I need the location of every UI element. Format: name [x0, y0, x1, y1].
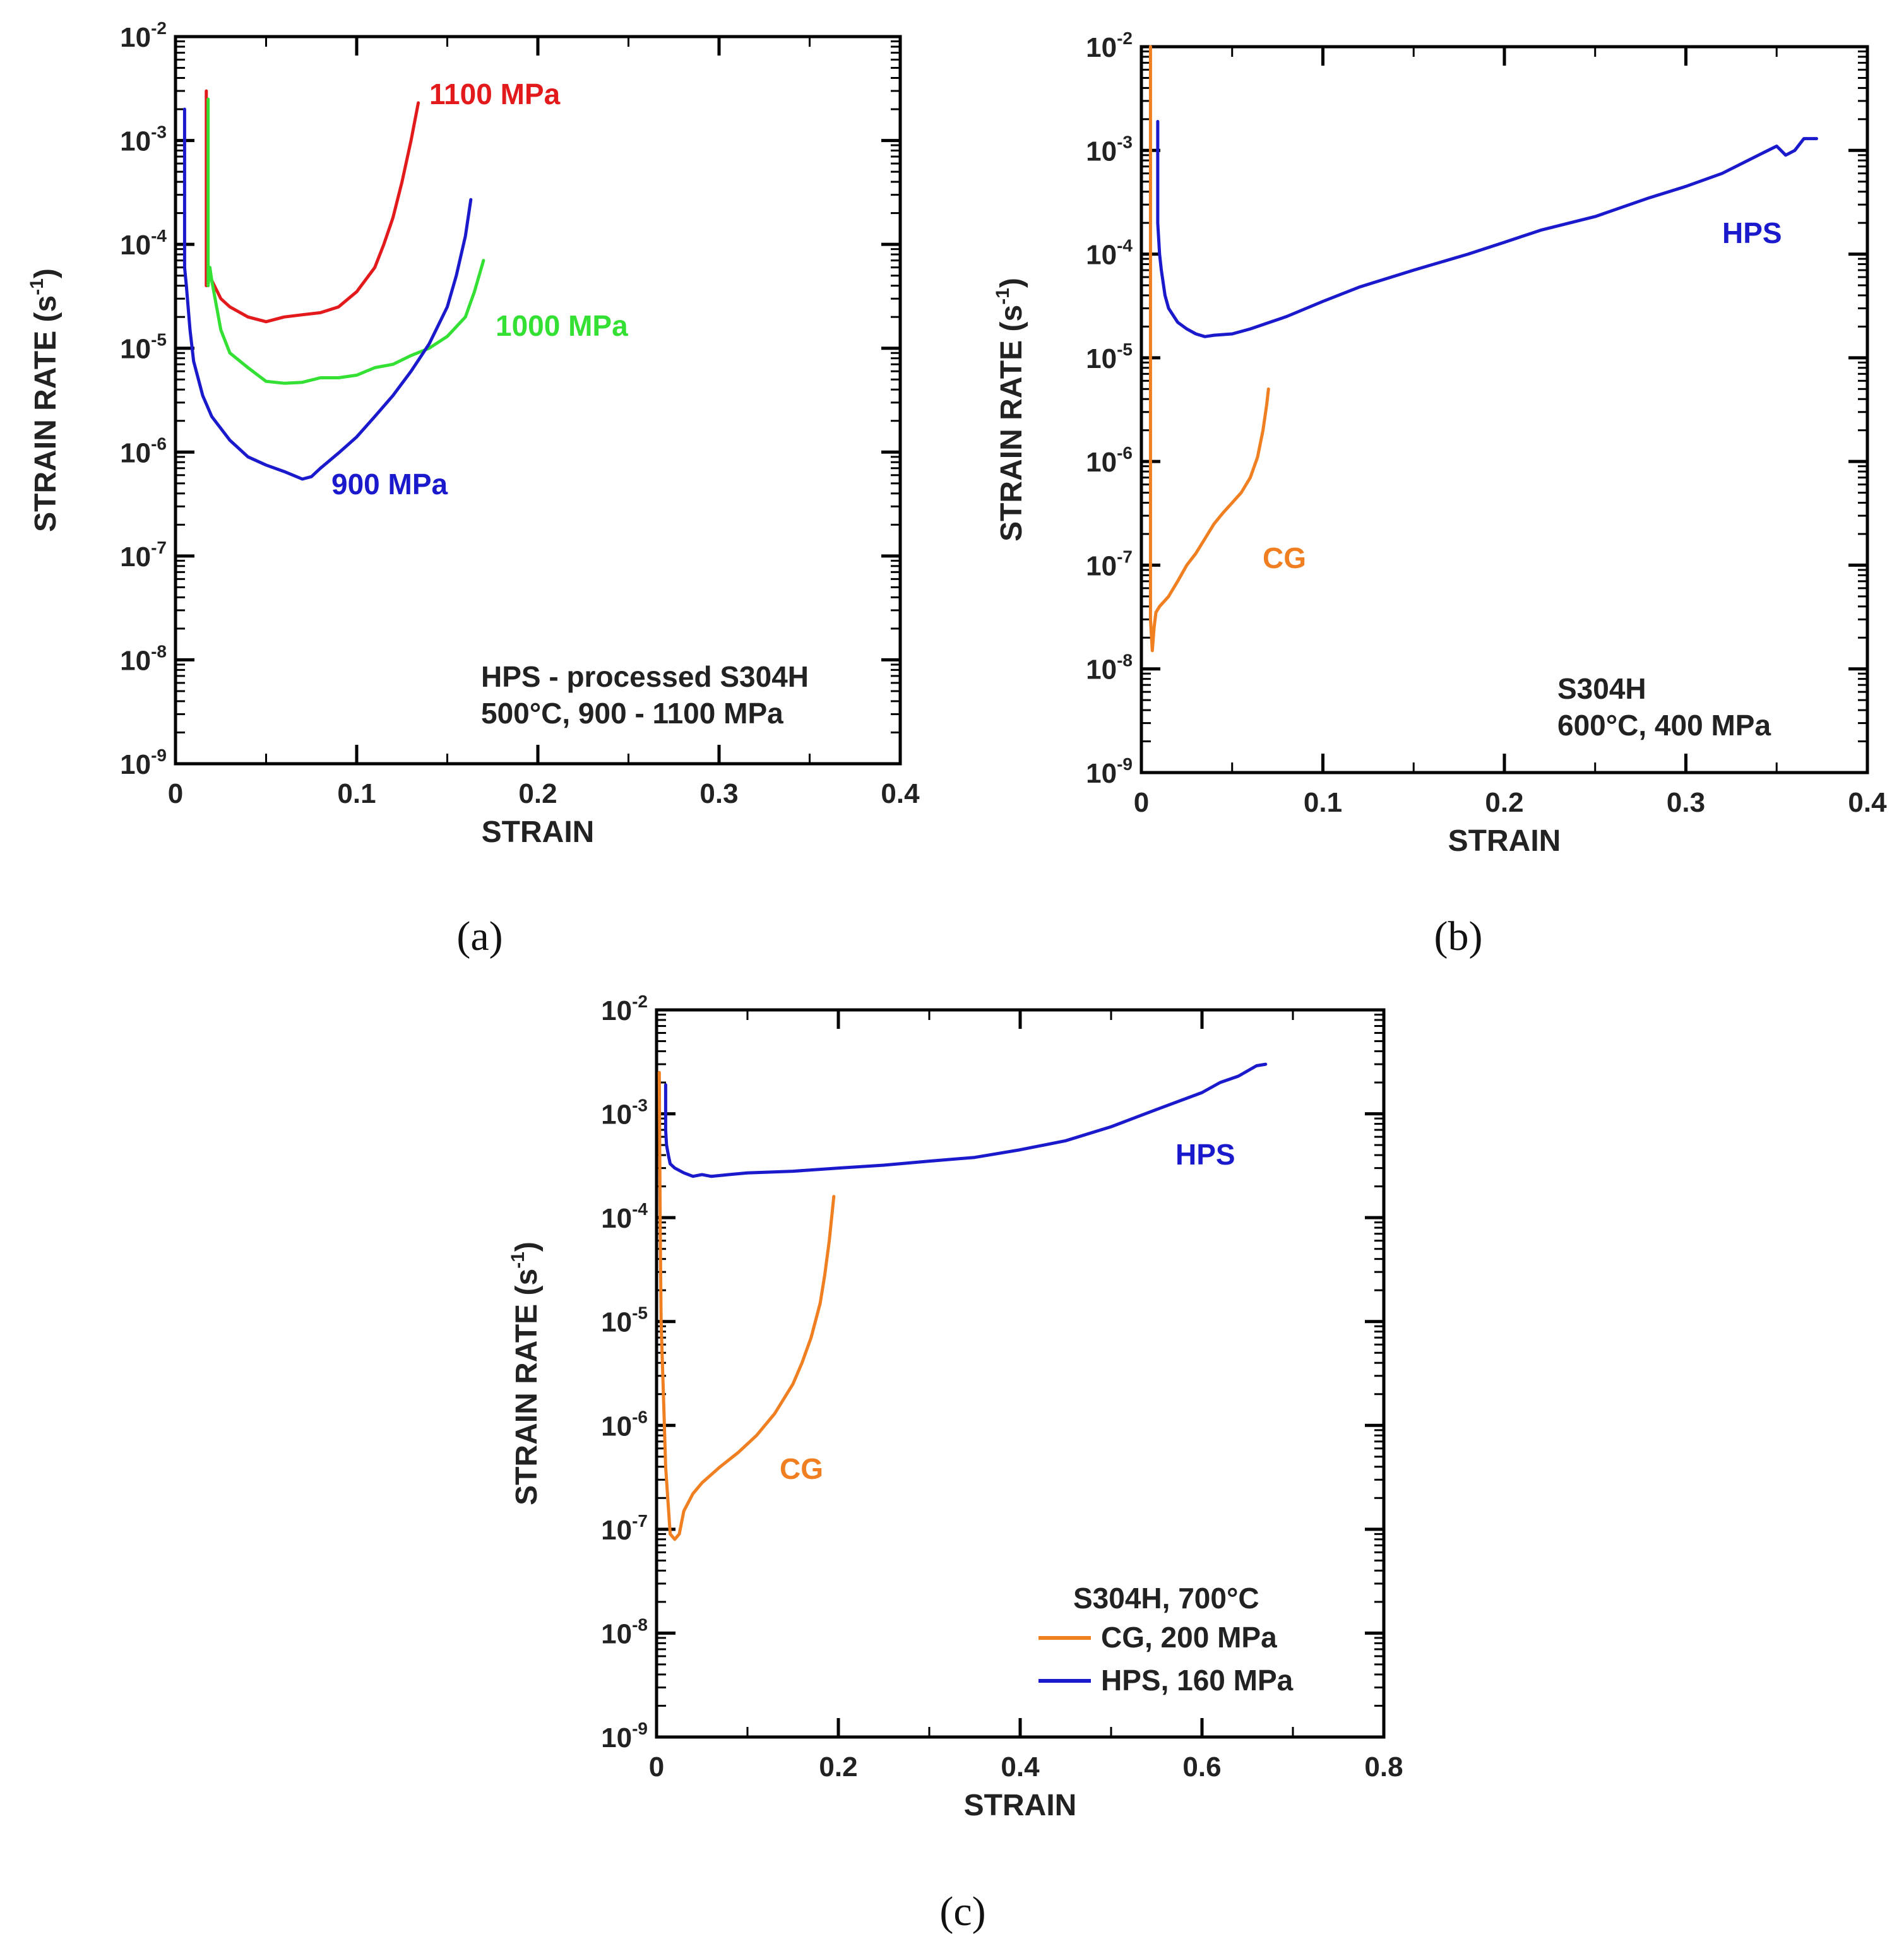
series-line-1000-mpa: [206, 97, 485, 385]
x-tick-label: 0: [1134, 787, 1149, 818]
x-tick-label: 0.4: [1848, 787, 1887, 818]
panel-caption: (a): [456, 913, 503, 959]
y-tick-label: 10-9: [1086, 754, 1133, 789]
y-tick-label: 10-4: [120, 226, 167, 261]
y-tick-label: 10-5: [120, 330, 167, 365]
y-tick-label: 10-8: [1086, 651, 1133, 685]
x-axis-title: STRAIN: [964, 1789, 1077, 1822]
y-tick-label: 10-9: [601, 1719, 648, 1753]
y-tick-label: 10-6: [601, 1407, 648, 1442]
y-tick-label: 10-5: [601, 1303, 648, 1338]
y-axis-title: STRAIN RATE (s-1): [27, 268, 62, 532]
y-tick-label: 10-7: [601, 1511, 648, 1546]
plot-frame: [174, 35, 902, 766]
series-label: HPS: [1722, 216, 1782, 249]
chart-panel-b: 10-9 10-8 10-7 10-6 10-5 10-4 10-3 10-2 0 0.1 0.2 0…: [992, 28, 1887, 959]
y-tick-label: 10-8: [601, 1615, 648, 1649]
x-tick-label: 0.2: [518, 778, 557, 809]
legend-title: S304H, 700°C: [1073, 1582, 1259, 1615]
series-line-cg: [657, 1070, 836, 1541]
x-tick-label: 0.3: [1667, 787, 1705, 818]
y-tick-label: 10-6: [120, 434, 167, 468]
chart-panel-c: 10-9 10-8 10-7 10-6 10-5 10-4 10-3 10-2 0 0.2 0.4 0…: [508, 992, 1403, 1935]
x-tick-label: 0.3: [699, 778, 738, 809]
series-line-1100-mpa: [205, 89, 420, 324]
y-tick-label: 10-8: [120, 641, 167, 676]
x-tick-label: 0: [649, 1752, 664, 1782]
x-tick-label: 0.8: [1364, 1752, 1403, 1782]
annotation-text: 500°C, 900 - 1100 MPa: [481, 697, 783, 730]
y-tick-label: 10-3: [601, 1096, 648, 1130]
x-tick-label: 0: [168, 778, 183, 809]
y-axis-title: STRAIN RATE (s-1): [508, 1242, 544, 1505]
y-tick-label: 10-5: [1086, 340, 1133, 374]
series-line-hps: [1156, 120, 1818, 338]
x-axis-title: STRAIN: [1448, 824, 1561, 858]
x-tick-label: 0.6: [1182, 1752, 1221, 1782]
series-label: CG: [780, 1452, 823, 1485]
x-axis-title: STRAIN: [482, 815, 595, 849]
annotation-text: HPS - processed S304H: [481, 660, 809, 693]
panel-caption: (b): [1434, 913, 1483, 959]
series-label: 1000 MPa: [496, 309, 628, 342]
annotation-text: 600°C, 400 MPa: [1557, 709, 1771, 742]
legend-entry: CG, 200 MPa: [1101, 1621, 1277, 1654]
y-tick-label: 10-4: [1086, 236, 1133, 271]
y-tick-label: 10-3: [1086, 132, 1133, 167]
panel-caption: (c): [939, 1889, 985, 1935]
series-line-900-mpa: [182, 107, 473, 481]
y-tick-label: 10-3: [120, 122, 167, 157]
y-tick-label: 10-2: [120, 18, 167, 53]
y-tick-label: 10-2: [1086, 28, 1133, 63]
x-tick-label: 0.1: [1304, 787, 1342, 818]
y-tick-label: 10-9: [120, 745, 167, 780]
series-label: 900 MPa: [331, 468, 448, 501]
series-label: CG: [1263, 542, 1306, 574]
series-line-cg: [1148, 45, 1270, 653]
x-tick-label: 0.2: [819, 1752, 857, 1782]
annotation-text: S304H: [1557, 672, 1646, 705]
series-label: HPS: [1175, 1138, 1235, 1171]
y-tick-label: 10-7: [120, 538, 167, 572]
legend-entry: HPS, 160 MPa: [1101, 1664, 1294, 1697]
series-group: [1148, 45, 1818, 653]
x-tick-label: 0.4: [1001, 1752, 1040, 1782]
y-tick-label: 10-6: [1086, 443, 1133, 478]
legend: S304H, 700°C CG, 200 MPa HPS, 160 MPa: [1038, 1582, 1294, 1697]
series-label: 1100 MPa: [429, 78, 561, 110]
chart-panel-a: 10-9 10-8 10-7 10-6 10-5 10-4 10-3 10-2 0 0.1 0.2 0…: [27, 18, 920, 959]
x-tick-label: 0.1: [337, 778, 376, 809]
x-tick-label: 0.2: [1485, 787, 1523, 818]
y-tick-label: 10-4: [601, 1199, 648, 1234]
series-group: [657, 1062, 1268, 1541]
y-axis-title: STRAIN RATE (s-1): [992, 278, 1028, 542]
x-tick-label: 0.4: [881, 778, 920, 809]
y-tick-label: 10-2: [601, 992, 648, 1026]
series-group: [182, 89, 485, 481]
series-line-hps: [663, 1062, 1268, 1178]
y-tick-label: 10-7: [1086, 547, 1133, 581]
